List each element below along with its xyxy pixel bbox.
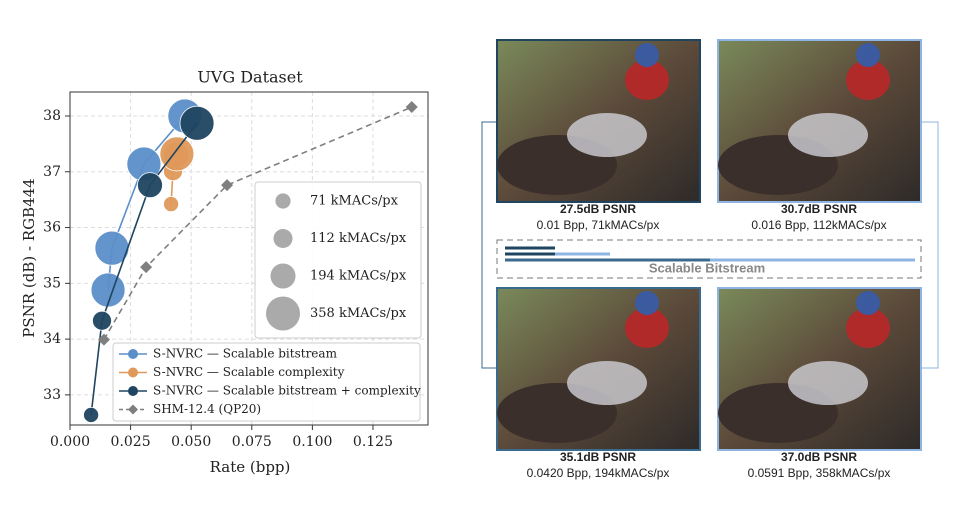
image-detail (856, 43, 880, 67)
image-detail (788, 361, 868, 405)
panel-detail: 0.016 Bpp, 112kMACs/px (751, 218, 886, 232)
panel-detail: 0.0420 Bpp, 194kMACs/px (527, 466, 670, 480)
legend-marker (128, 367, 138, 378)
point (221, 179, 234, 192)
panel-detail: 0.01 Bpp, 71kMACs/px (537, 218, 660, 232)
legend-label: SHM-12.4 (QP20) (153, 402, 261, 416)
image-detail (567, 113, 647, 157)
image-detail (635, 43, 659, 67)
image-detail (625, 60, 669, 100)
x-tick-label: 0.050 (171, 434, 211, 450)
image-detail (856, 291, 880, 315)
y-tick-label: 33 (43, 387, 61, 403)
size-legend-marker (275, 193, 291, 209)
image-detail (846, 308, 890, 348)
x-tick-label: 0.000 (50, 434, 90, 450)
x-tick-label: 0.075 (232, 434, 272, 450)
image-detail (788, 113, 868, 157)
point (97, 333, 110, 346)
bitstream-box (496, 239, 922, 279)
point (83, 406, 100, 423)
x-tick-label: 0.125 (353, 434, 393, 450)
panel-psnr: 27.5dB PSNR (560, 202, 636, 216)
image-detail (567, 361, 647, 405)
image-detail (846, 60, 890, 100)
legend-box (112, 342, 421, 422)
point (92, 310, 112, 331)
point (140, 261, 153, 274)
size-legend-marker (270, 263, 296, 289)
series-line (90, 122, 198, 416)
legend-marker (128, 404, 138, 415)
legend-label: S-NVRC — Scalable bitstream + complexity (153, 384, 421, 398)
point (94, 230, 130, 266)
legend-marker (128, 349, 138, 359)
point (405, 101, 418, 114)
series-line (107, 115, 186, 291)
y-tick-label: 36 (43, 220, 61, 236)
image-detail (625, 308, 669, 348)
size-legend-marker (273, 228, 293, 249)
y-tick-label: 37 (43, 164, 61, 180)
point (137, 172, 163, 199)
size-legend-label: 194 kMACs/px (310, 269, 407, 284)
series-line (103, 106, 413, 341)
legend-marker (128, 386, 138, 396)
point (163, 196, 180, 213)
arrow (481, 121, 497, 369)
size-legend-label: 71 kMACs/px (310, 194, 399, 209)
x-axis-label: Rate (bpp) (210, 458, 291, 476)
panel-psnr: 37.0dB PSNR (781, 450, 857, 464)
y-tick-label: 35 (43, 275, 61, 291)
panel-psnr: 30.7dB PSNR (781, 202, 857, 216)
x-tick-label: 0.100 (292, 434, 332, 450)
bitstream-diagram: Scalable Bitstream 27.5dB PSNR 0.01 Bpp, … (481, 39, 939, 480)
arrow (921, 121, 939, 369)
point (179, 105, 215, 141)
y-tick-label: 34 (43, 331, 61, 347)
point (159, 136, 195, 172)
panel-detail: 0.0591 Bpp, 358kMACs/px (748, 466, 891, 480)
plot-frame (69, 91, 429, 426)
y-axis-label: PSNR (dB) - RGB444 (20, 178, 38, 337)
size-legend-label: 112 kMACs/px (310, 231, 407, 246)
x-tick-label: 0.025 (111, 434, 151, 450)
y-tick-label: 38 (43, 108, 61, 124)
panel-psnr: 35.1dB PSNR (560, 450, 636, 464)
size-legend-marker (265, 296, 301, 331)
legend-label: S-NVRC — Scalable bitstream (153, 347, 338, 361)
size-legend-box (254, 181, 422, 339)
bitstream-label: Scalable Bitstream (649, 260, 765, 275)
legend-label: S-NVRC — Scalable complexity (153, 365, 345, 379)
chart-title: UVG Dataset (197, 68, 303, 87)
image-detail (635, 291, 659, 315)
size-legend-label: 358 kMACs/px (310, 306, 407, 321)
